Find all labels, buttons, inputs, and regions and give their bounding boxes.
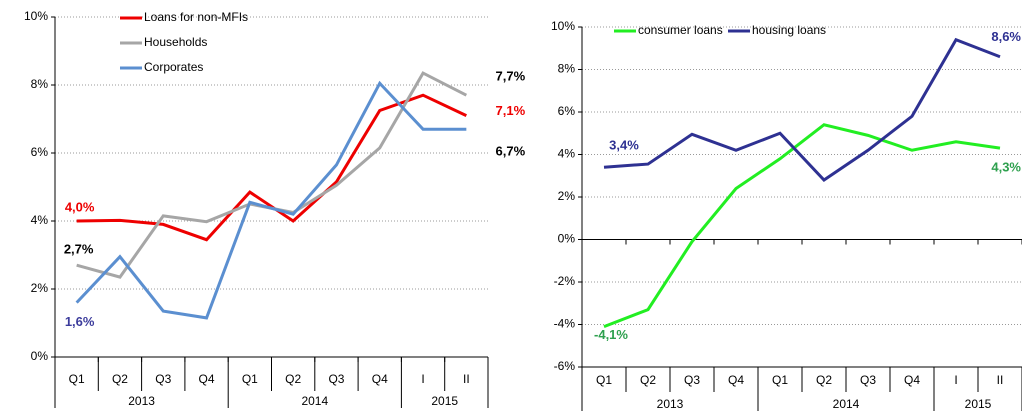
group-label: 2013 — [657, 397, 684, 411]
y-tick-label: 4% — [558, 147, 576, 161]
y-tick-label: 2% — [558, 189, 576, 203]
x-tick-label: Q4 — [904, 373, 920, 387]
data-label: 7,1% — [496, 103, 526, 118]
legend-label: consumer loans — [638, 23, 723, 37]
y-tick-label: 6% — [31, 145, 49, 159]
group-label: 2014 — [833, 397, 860, 411]
data-label: 7,7% — [496, 69, 526, 84]
x-tick-label: II — [997, 373, 1004, 387]
x-tick-label: Q4 — [372, 372, 388, 386]
x-tick-label: II — [463, 372, 470, 386]
x-tick-label: Q3 — [860, 373, 876, 387]
x-tick-label: Q2 — [640, 373, 656, 387]
x-tick-label: Q3 — [328, 372, 344, 386]
x-tick-label: Q1 — [242, 372, 258, 386]
x-tick-label: Q2 — [285, 372, 301, 386]
x-tick-label: Q3 — [684, 373, 700, 387]
data-label: 2,7% — [64, 242, 94, 257]
x-tick-label: Q1 — [596, 373, 612, 387]
x-tick-label: I — [421, 372, 424, 386]
data-label: 4,0% — [65, 199, 95, 214]
x-tick-label: Q1 — [69, 372, 85, 386]
y-tick-label: -2% — [554, 274, 576, 288]
group-label: 2015 — [965, 397, 992, 411]
line — [76, 93, 467, 242]
group-label: 2015 — [431, 394, 458, 408]
y-tick-label: 8% — [558, 62, 576, 76]
line — [76, 71, 468, 279]
x-tick-label: Q2 — [112, 372, 128, 386]
x-tick-label: Q2 — [816, 373, 832, 387]
group-label: 2013 — [128, 394, 155, 408]
legend-label: housing loans — [752, 23, 826, 37]
line — [603, 37, 1001, 182]
data-label: -4,1% — [594, 327, 628, 342]
x-tick-label: Q4 — [199, 372, 215, 386]
legend-label: Corporates — [144, 60, 203, 74]
y-tick-label: 10% — [24, 9, 48, 23]
data-label: 3,4% — [609, 138, 639, 153]
y-tick-label: -4% — [554, 317, 576, 331]
line — [603, 123, 1001, 329]
data-label: 4,3% — [991, 160, 1021, 175]
y-tick-label: 4% — [31, 213, 49, 227]
legend-label: Households — [144, 35, 207, 49]
x-tick-label: I — [954, 373, 957, 387]
data-label: 8,6% — [991, 29, 1021, 44]
y-tick-label: 0% — [31, 349, 49, 363]
y-tick-label: 8% — [31, 77, 49, 91]
y-tick-label: 0% — [558, 232, 576, 246]
legend-label: Loans for non-MFIs — [144, 10, 248, 24]
x-tick-label: Q1 — [772, 373, 788, 387]
y-tick-label: 2% — [31, 281, 49, 295]
data-label: 1,6% — [65, 314, 95, 329]
x-tick-label: Q4 — [728, 373, 744, 387]
x-tick-label: Q3 — [155, 372, 171, 386]
y-tick-label: 6% — [558, 104, 576, 118]
group-label: 2014 — [301, 394, 328, 408]
y-tick-label: -6% — [554, 359, 576, 373]
line — [75, 80, 467, 320]
data-label: 6,7% — [496, 144, 526, 159]
y-tick-label: 10% — [551, 19, 575, 33]
